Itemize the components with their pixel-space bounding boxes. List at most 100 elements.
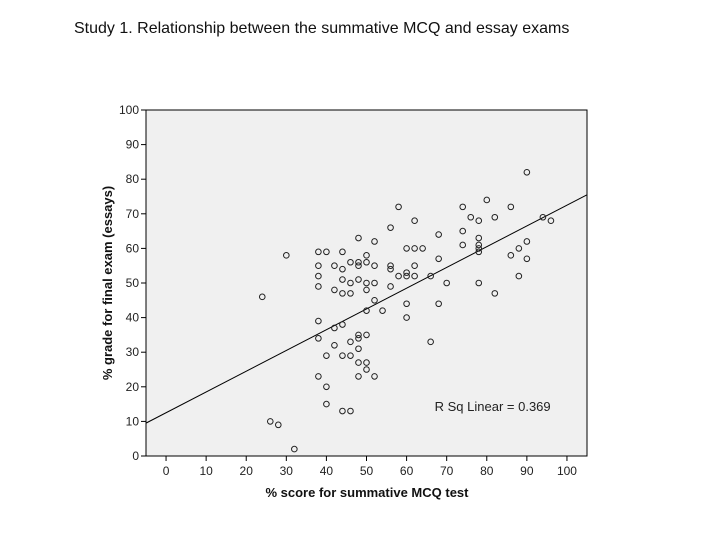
y-axis-title: % grade for final exam (essays) (100, 186, 115, 380)
data-point (347, 290, 354, 297)
data-point (395, 272, 402, 280)
x-tick-label: 50 (360, 464, 374, 478)
data-point (355, 345, 362, 353)
data-point (363, 331, 370, 339)
data-point (275, 421, 282, 429)
data-point (331, 324, 338, 332)
data-point (467, 213, 475, 221)
data-point (507, 203, 515, 211)
data-point (403, 245, 410, 252)
data-point (387, 283, 394, 290)
data-point (283, 252, 290, 259)
data-point (323, 248, 330, 256)
data-point (266, 418, 274, 425)
data-point (475, 241, 483, 249)
x-tick-label: 30 (280, 464, 294, 478)
y-tick-label: 0 (132, 449, 139, 463)
data-point (315, 373, 322, 380)
data-point (403, 300, 410, 308)
y-tick-label: 10 (126, 414, 140, 428)
data-point (371, 262, 378, 270)
data-point (355, 331, 362, 339)
data-point (331, 286, 338, 294)
data-point (347, 407, 354, 415)
data-point (435, 231, 442, 238)
data-point (475, 279, 483, 287)
data-point (371, 279, 378, 287)
data-point (355, 234, 362, 242)
data-point (387, 262, 394, 270)
data-point (355, 335, 362, 342)
data-point (523, 255, 531, 263)
y-tick-label: 80 (126, 172, 140, 186)
data-point (483, 196, 491, 204)
x-tick-label: 100 (557, 464, 577, 478)
data-point (258, 293, 266, 301)
data-point (363, 307, 370, 314)
data-point (347, 258, 354, 266)
data-point (387, 265, 394, 273)
x-tick-label: 90 (520, 464, 534, 478)
y-tick-label: 40 (126, 311, 140, 325)
data-point (411, 262, 418, 270)
data-point (427, 338, 434, 346)
data-point (419, 245, 426, 252)
data-point (395, 203, 402, 211)
y-tick-label: 60 (126, 241, 140, 255)
x-tick-label: 10 (199, 464, 213, 478)
data-point (443, 279, 450, 287)
data-point (411, 245, 418, 252)
data-point (291, 445, 298, 453)
data-point (363, 359, 370, 366)
y-tick-label: 30 (126, 345, 140, 359)
data-point (427, 272, 434, 280)
data-point (315, 335, 322, 342)
data-point (339, 276, 346, 283)
y-tick-label: 90 (126, 138, 140, 152)
data-point (331, 262, 338, 270)
data-point (411, 272, 418, 280)
data-point (539, 213, 547, 221)
data-point (411, 217, 418, 225)
data-point (491, 213, 499, 221)
data-point (347, 338, 354, 346)
plot-area (145, 109, 588, 457)
data-point (523, 168, 531, 176)
data-point (347, 352, 354, 359)
data-point (331, 341, 338, 349)
data-point (387, 224, 394, 231)
data-point (371, 297, 378, 304)
data-point (315, 317, 322, 325)
data-point (315, 262, 322, 270)
x-tick-label: 70 (440, 464, 454, 478)
data-point (355, 276, 362, 283)
x-tick-label: 0 (163, 464, 170, 478)
data-point (371, 238, 378, 245)
data-point (347, 279, 354, 287)
data-point (371, 373, 378, 380)
data-point (315, 272, 322, 280)
data-point (507, 252, 515, 259)
data-point (475, 234, 483, 242)
data-point (547, 217, 555, 225)
data-point (523, 238, 531, 245)
data-point (435, 300, 442, 308)
data-point (403, 272, 410, 280)
data-point (459, 241, 467, 249)
y-axis-title-group: % grade for final exam (essays) (100, 186, 115, 380)
data-point (379, 307, 386, 314)
data-point (491, 290, 499, 297)
data-point (339, 352, 346, 359)
page-title: Study 1. Relationship between the summat… (74, 20, 570, 37)
y-tick-label: 50 (126, 276, 140, 290)
data-point (339, 248, 346, 256)
x-tick-label: 20 (240, 464, 254, 478)
data-point (355, 262, 362, 270)
data-point (355, 359, 362, 366)
x-axis-title: % score for summative MCQ test (265, 485, 469, 500)
data-point (339, 290, 346, 297)
data-point (363, 252, 370, 259)
x-tick-label: 40 (320, 464, 334, 478)
y-tick-label: 100 (119, 103, 139, 117)
